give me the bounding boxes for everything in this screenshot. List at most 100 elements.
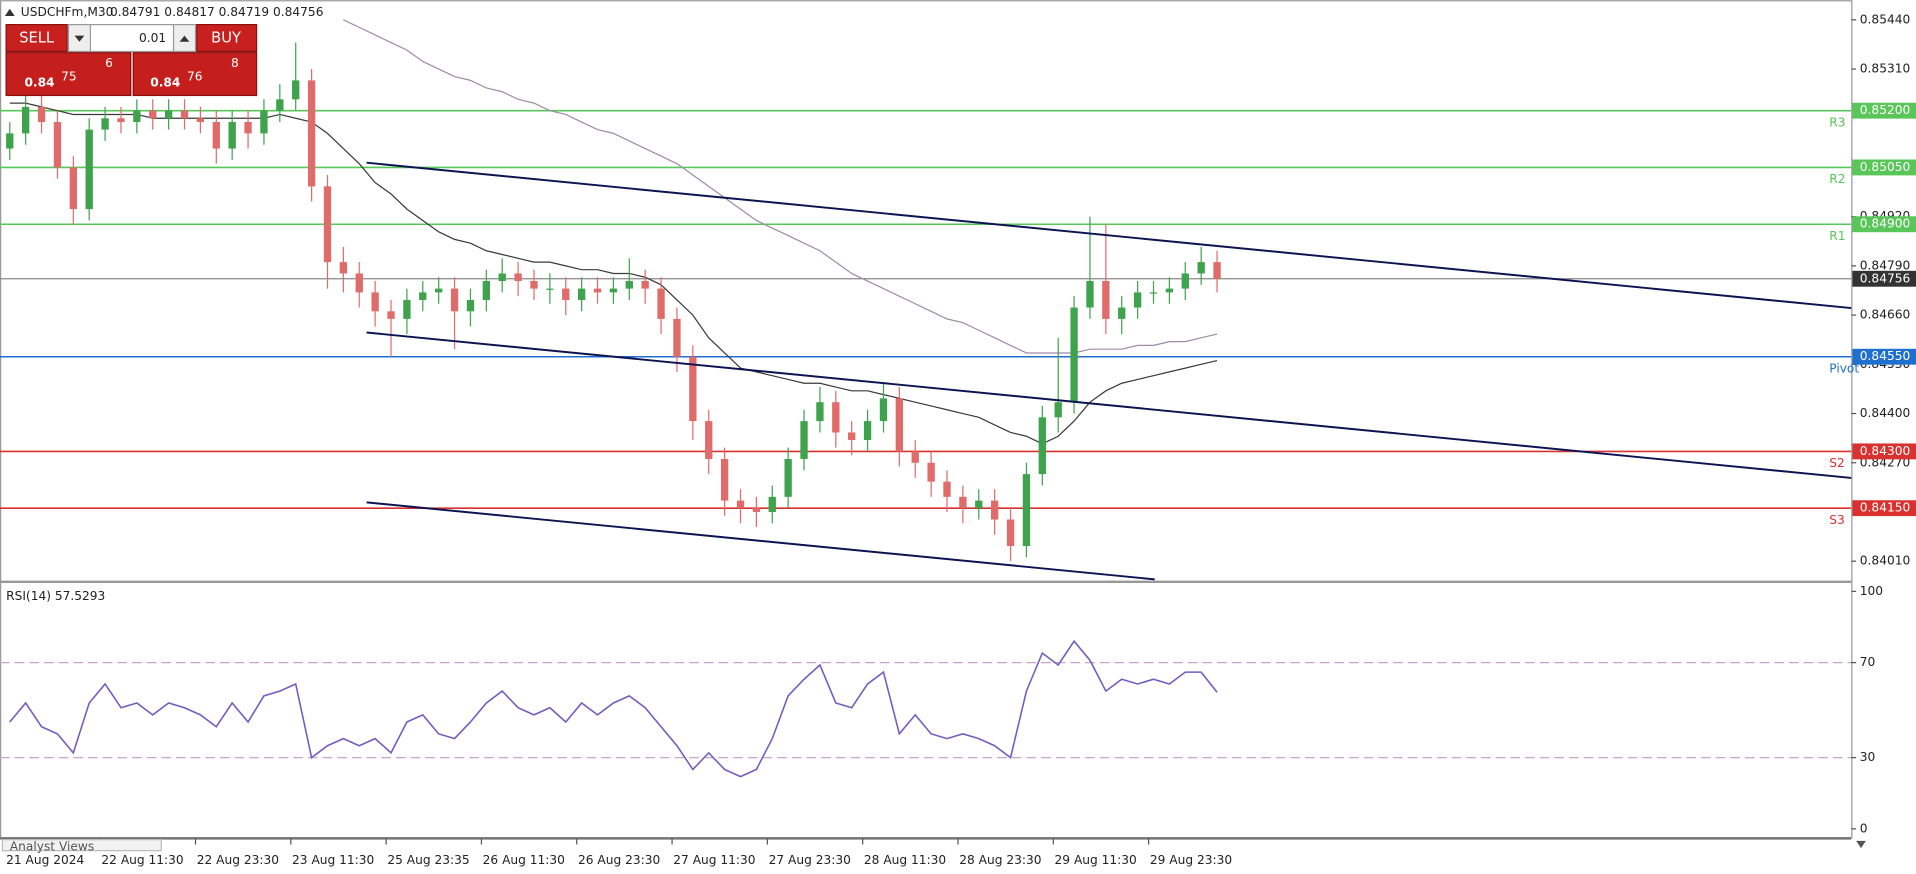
candle-body — [990, 500, 999, 520]
candle-body — [466, 299, 475, 312]
level-label: 0.84550 — [1860, 349, 1910, 363]
x-tick-label: 29 Aug 11:30 — [1055, 853, 1137, 867]
candle-body — [530, 281, 538, 289]
level-name: R3 — [1829, 115, 1845, 129]
candle-body — [863, 421, 872, 441]
level-box — [1852, 500, 1916, 517]
candle-body — [768, 496, 776, 512]
candle-body — [1022, 474, 1031, 547]
candle-body — [21, 106, 30, 134]
last-price-box — [1852, 270, 1916, 287]
buy-button[interactable] — [196, 23, 258, 53]
candle-body — [943, 481, 951, 497]
ohlc-label: 0.84791 0.84817 0.84719 0.84756 — [110, 5, 324, 19]
candle-body — [959, 496, 967, 509]
candle-body — [657, 288, 665, 319]
candle-body — [419, 292, 427, 300]
candle-body — [625, 281, 633, 289]
candle-body — [848, 432, 856, 441]
level-box — [1852, 102, 1916, 119]
candle-body — [1006, 519, 1015, 547]
candle-body — [355, 273, 363, 293]
analyst-tab[interactable] — [1, 839, 162, 852]
symbol-label: USDCHFm,M30 — [21, 5, 114, 19]
candle-body — [53, 122, 62, 168]
candle-body — [69, 167, 77, 210]
candle-body — [593, 288, 602, 293]
level-name: R2 — [1829, 172, 1845, 186]
level-name: S2 — [1829, 456, 1845, 470]
candle-body — [228, 122, 236, 149]
candle-body — [1197, 262, 1205, 274]
level-label: 0.85050 — [1860, 160, 1910, 174]
candle-body — [720, 458, 729, 501]
candle-body — [689, 356, 697, 422]
level-box — [1852, 348, 1916, 365]
candle-body — [816, 402, 824, 422]
candle-body — [180, 110, 189, 119]
y-tick-label: 0.85310 — [1860, 62, 1910, 76]
y-tick-label: 0 — [1860, 821, 1868, 835]
volume-value[interactable]: 0.01 — [139, 31, 166, 45]
candle-body — [609, 288, 618, 293]
level-name: S3 — [1829, 513, 1845, 527]
candle-body — [1054, 402, 1062, 418]
x-tick-label: 28 Aug 23:30 — [959, 853, 1041, 867]
ask-box[interactable] — [132, 52, 258, 97]
level-name: Pivot — [1829, 361, 1859, 375]
candle-body — [450, 288, 459, 312]
candle-body — [832, 402, 840, 433]
rsi-line — [9, 639, 1218, 778]
y-tick-label: 0.84400 — [1860, 406, 1910, 420]
candle-body — [307, 80, 316, 187]
moving-average — [9, 102, 1218, 445]
candle-body — [1181, 273, 1189, 289]
x-tick-label: 28 Aug 11:30 — [864, 853, 946, 867]
y-tick-label: 30 — [1860, 750, 1876, 764]
collapse-icon[interactable] — [4, 8, 15, 17]
candle-body — [292, 80, 300, 100]
candle-body — [498, 273, 506, 282]
trendline — [366, 161, 1852, 310]
candle-body — [784, 458, 792, 497]
scroll-marker[interactable] — [1856, 840, 1866, 849]
candle-body — [212, 122, 220, 149]
up-arrow — [179, 35, 190, 42]
candle-body — [1086, 281, 1094, 308]
candle-body — [387, 311, 395, 319]
candle-body — [371, 292, 379, 312]
candle-body — [339, 262, 348, 274]
level-label: 0.84900 — [1860, 217, 1910, 231]
sell-button[interactable] — [5, 23, 68, 53]
bid-box[interactable] — [5, 52, 132, 97]
analyst-tab-label[interactable]: Analyst Views — [10, 839, 95, 853]
bid-pips: 75 — [61, 70, 77, 84]
ask-prefix: 0.84 — [150, 76, 180, 90]
x-tick-label: 22 Aug 23:30 — [197, 853, 279, 867]
candle-body — [562, 288, 570, 300]
level-box — [1852, 159, 1916, 176]
candle-body — [1165, 288, 1174, 293]
candle-body — [323, 186, 332, 263]
candle-body — [1118, 307, 1126, 319]
level-label: 0.85200 — [1860, 103, 1910, 117]
candle-body — [514, 273, 522, 282]
candle-body — [260, 110, 268, 134]
candle-body — [403, 299, 411, 319]
candle-body — [927, 462, 935, 482]
buy-label[interactable]: BUY — [211, 30, 241, 47]
x-tick-label: 22 Aug 11:30 — [101, 853, 183, 867]
level-label: 0.84300 — [1860, 444, 1910, 458]
sell-label[interactable]: SELL — [19, 30, 55, 47]
candle-body — [276, 99, 284, 111]
ask-fraction: 8 — [231, 56, 239, 70]
candle-body — [117, 118, 125, 123]
candle-body — [1213, 262, 1221, 279]
price-plot: R3 R2 R1 Pivot S2 S3 — [0, 19, 1859, 778]
axes: 0.854400.853100.849200.847900.846600.845… — [4, 12, 1916, 867]
candle-body — [752, 508, 761, 512]
x-tick-label: 21 Aug 2024 — [6, 853, 84, 867]
